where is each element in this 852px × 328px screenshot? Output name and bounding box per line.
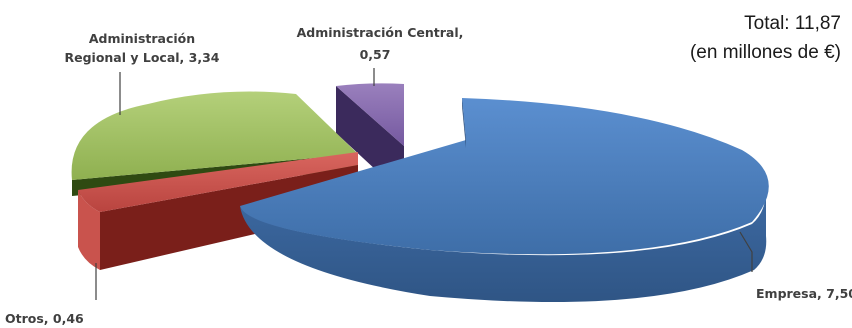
label-regional-line1: Administración (89, 31, 195, 46)
slice-empresa-cut-face (462, 98, 466, 148)
total-note-line1: Total: 11,87 (744, 13, 841, 34)
label-central-line1: Administración Central, (297, 25, 464, 40)
label-central-line2: 0,57 (360, 47, 391, 62)
slice-otros-top (78, 152, 358, 212)
slice-empresa (240, 98, 769, 303)
label-regional-line2: Regional y Local, 3,34 (64, 50, 219, 65)
slice-administracion-regional-local-top (71, 91, 358, 180)
slice-empresa-top (240, 98, 769, 255)
leader-line-empresa (739, 231, 753, 272)
label-empresa: Empresa, 7,50 (756, 286, 852, 301)
slice-administracion-central-top (336, 83, 404, 146)
label-otros: Otros, 0,46 (5, 311, 84, 326)
slice-empresa-front (240, 190, 767, 303)
total-note-line2: (en millones de €) (690, 42, 841, 63)
slice-otros-front (78, 190, 100, 270)
